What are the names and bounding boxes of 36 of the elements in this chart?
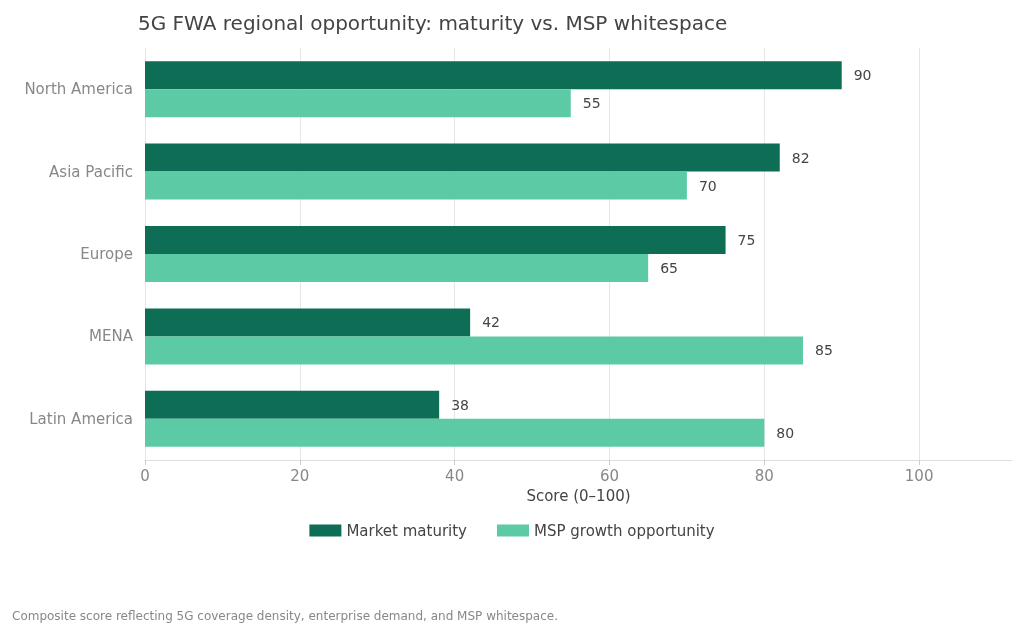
y-tick-label: North America <box>24 80 133 99</box>
data-label: 42 <box>482 314 500 331</box>
legend-label: Market maturity <box>346 521 468 540</box>
data-label: 70 <box>698 177 717 194</box>
bar <box>145 336 803 365</box>
data-label: 82 <box>791 149 810 166</box>
data-label: 38 <box>451 396 469 413</box>
y-tick-label: Asia Pacific <box>49 162 133 181</box>
bar <box>145 89 571 118</box>
y-tick-label: MENA <box>89 327 134 346</box>
data-label: 80 <box>776 424 795 441</box>
legend-label: MSP growth opportunity <box>534 521 715 540</box>
x-tick-label: 0 <box>140 466 150 485</box>
x-tick-label: 60 <box>599 466 620 485</box>
data-label: 90 <box>853 67 872 84</box>
y-tick-label: Europe <box>80 245 133 263</box>
x-tick-label: 40 <box>445 466 465 485</box>
x-axis-title: Score (0–100) <box>526 486 631 505</box>
bar <box>145 226 726 254</box>
text: Composite score reflecting 5G coverage density, enterprise demand, and MSP whitespace. <box>12 609 558 623</box>
bar <box>145 418 765 447</box>
chart-title: 5G FWA regional opportunity: maturity vs. MSP whitespace <box>138 11 728 35</box>
data-label: 55 <box>582 95 601 112</box>
x-tick-label: 100 <box>904 466 934 485</box>
data-label: 65 <box>660 260 678 276</box>
data-label: 75 <box>737 232 756 248</box>
bar <box>145 390 440 419</box>
bar <box>145 254 649 282</box>
bar <box>145 143 780 172</box>
x-tick-label: 20 <box>290 466 310 485</box>
y-tick-label: Latin America <box>29 409 133 428</box>
bar <box>145 171 687 200</box>
data-label: 85 <box>814 342 833 359</box>
x-tick-label: 80 <box>754 466 774 485</box>
bar <box>145 61 842 90</box>
bar <box>145 308 471 337</box>
